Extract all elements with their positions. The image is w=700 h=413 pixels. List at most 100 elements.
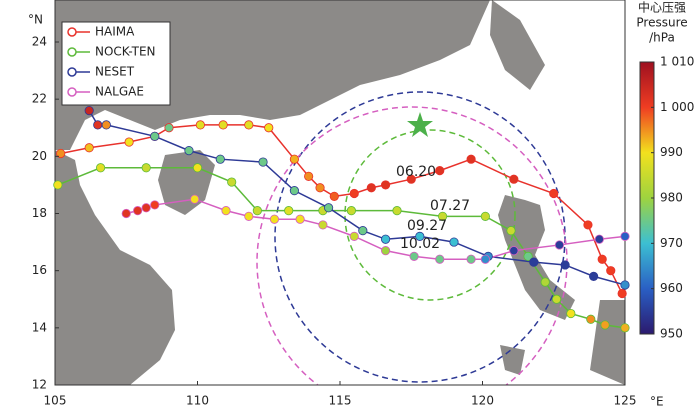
x-tick-label: 105	[44, 394, 67, 408]
track-point	[366, 183, 376, 193]
island	[500, 345, 525, 375]
track-point	[560, 260, 570, 270]
track-point	[218, 120, 228, 130]
taiwan	[490, 0, 545, 90]
track-point	[53, 180, 63, 190]
track-point	[221, 206, 231, 216]
track-point	[509, 246, 519, 256]
legend-label: NESET	[95, 65, 135, 79]
track-point	[133, 206, 143, 216]
track-point	[466, 154, 476, 164]
track-point	[409, 251, 419, 261]
track-point	[435, 254, 445, 264]
colorbar-title: /hPa	[649, 31, 675, 45]
track-point	[466, 254, 476, 264]
x-tick-label: 110	[186, 394, 209, 408]
radius-ring	[344, 129, 516, 301]
track-point	[380, 180, 391, 190]
track-point	[289, 186, 299, 196]
y-tick-label: 24	[32, 35, 47, 49]
track-line	[88, 110, 626, 286]
colorbar-label: 950	[660, 327, 683, 341]
track-point	[437, 211, 448, 221]
track-point	[617, 288, 627, 299]
track-point	[449, 237, 459, 247]
x-tick-label: 115	[329, 394, 352, 408]
track-point	[124, 137, 134, 147]
legend-marker	[67, 47, 77, 57]
track-point	[323, 203, 334, 213]
track-point	[252, 206, 262, 216]
track-point	[392, 206, 402, 216]
track-point	[600, 320, 610, 330]
site-star	[407, 112, 433, 137]
annotation: 09.27	[407, 218, 447, 234]
track-point	[101, 120, 111, 130]
legend-marker	[67, 27, 77, 37]
track-point	[289, 154, 299, 164]
track-point	[150, 131, 160, 141]
track-point	[620, 323, 630, 333]
legend-marker	[67, 67, 77, 77]
y-tick-label: 16	[32, 263, 47, 277]
track-point	[227, 177, 237, 187]
track-point	[56, 148, 66, 159]
track-point	[594, 234, 604, 244]
track-point	[406, 174, 416, 184]
track-point	[184, 146, 194, 156]
track-point	[509, 174, 519, 184]
legend-marker	[67, 87, 77, 97]
track-point	[549, 188, 559, 199]
colorbar-label: 960	[660, 281, 683, 295]
track-point	[415, 231, 425, 241]
track-point	[349, 231, 359, 241]
track-point	[586, 314, 596, 324]
tracks	[53, 106, 630, 333]
indochina	[55, 150, 175, 385]
track-point	[84, 143, 94, 153]
y-unit: °N	[28, 13, 43, 27]
track-point	[244, 120, 254, 130]
annotation: 10.02	[400, 236, 440, 252]
track-point	[258, 157, 268, 167]
colorbar-label: 990	[660, 145, 683, 159]
track-point	[380, 234, 391, 244]
x-tick-label: 125	[614, 394, 637, 408]
colorbar-label: 1 010	[660, 55, 694, 69]
track-point	[435, 166, 445, 176]
y-tick-label: 22	[32, 92, 47, 106]
hainan	[158, 150, 215, 215]
track-point	[315, 183, 325, 193]
legend-label: NALGAE	[95, 85, 144, 99]
track-point	[264, 123, 274, 133]
track-point	[141, 163, 151, 173]
track-point	[606, 266, 616, 276]
track-point	[523, 251, 533, 261]
track-point	[380, 246, 391, 256]
track-point	[506, 226, 516, 236]
track-point	[93, 120, 103, 130]
track-point	[121, 208, 131, 219]
track-point	[589, 271, 599, 281]
track-point	[195, 120, 205, 130]
track-point	[566, 308, 576, 319]
x-tick-label: 120	[471, 394, 494, 408]
track-point	[329, 191, 339, 201]
track-point	[318, 220, 328, 230]
track-point	[583, 220, 593, 230]
track-point	[150, 200, 160, 210]
y-tick-label: 14	[32, 320, 47, 334]
legend-label: HAIMA	[95, 25, 135, 39]
track-point	[295, 214, 305, 224]
track-point	[620, 231, 630, 241]
track-point	[141, 203, 151, 213]
legend-box	[61, 21, 171, 106]
track-point	[346, 206, 356, 216]
island	[590, 300, 625, 385]
annotation: 06.20	[396, 164, 436, 180]
legend-label: NOCK-TEN	[95, 45, 156, 59]
y-tick-label: 12	[32, 378, 47, 392]
track-point	[540, 277, 550, 287]
x-unit: °E	[650, 395, 664, 409]
